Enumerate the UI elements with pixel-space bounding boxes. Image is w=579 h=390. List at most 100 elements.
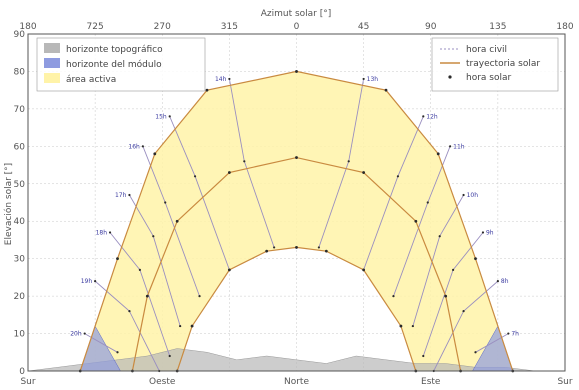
solar-path-point: [227, 171, 231, 174]
solar-path-point: [227, 268, 231, 272]
legend-label-active-area: área activa: [66, 75, 116, 85]
solar-path-point: [362, 171, 366, 174]
legend-label-topographic: horizonte topográfico: [66, 45, 163, 55]
hour-point: [128, 193, 131, 197]
legend-label-module: horizonte del módulo: [66, 59, 162, 70]
solar-path-point: [153, 152, 157, 156]
solar-path-point: [362, 268, 366, 272]
hour-point: [193, 175, 197, 178]
top-tick-label: 180: [19, 22, 36, 32]
solar-path-point: [444, 294, 448, 298]
legend-swatch-active-area: [44, 73, 60, 83]
hour-point: [138, 268, 141, 271]
hour-point: [496, 280, 499, 283]
hour-point: [392, 295, 395, 298]
hour-point: [396, 175, 400, 178]
hour-point: [507, 332, 510, 335]
top-tick-label: 0: [294, 22, 300, 32]
y-tick-label: 30: [14, 255, 26, 265]
hour-label: 10h: [467, 192, 479, 199]
hour-point: [94, 280, 97, 283]
hour-point: [243, 160, 246, 163]
hour-point: [152, 235, 155, 238]
hour-label: 19h: [81, 278, 93, 285]
y-tick-label: 40: [14, 217, 26, 227]
bottom-tick-label: Sur: [20, 377, 35, 387]
hour-point: [462, 309, 465, 313]
solar-paths: [78, 70, 515, 373]
solar-path-point: [414, 219, 418, 223]
hour-label: 12h: [426, 113, 438, 120]
hour-point: [362, 77, 365, 81]
hour-point: [141, 145, 144, 148]
hour-point: [128, 309, 131, 313]
hour-lines: 14h 15h 16h 17h 18h 19h 20h 13h 12h 11h 10h 9h 8h 7h: [70, 76, 519, 373]
solar-path-point: [205, 88, 209, 92]
hour-point: [426, 201, 429, 204]
hour-point: [83, 332, 86, 335]
top-tick-label: 90: [425, 22, 437, 32]
hour-line: [84, 333, 118, 353]
hour-point: [116, 351, 119, 354]
legend-swatch-module: [44, 58, 60, 68]
solar-path-point: [324, 249, 328, 253]
legend-right-frame: [431, 37, 559, 92]
y-axis-title: Elevación solar [°]: [3, 163, 14, 245]
legend-swatch-solar-time: [448, 75, 452, 79]
top-tick-label: 315: [221, 22, 238, 32]
hour-label: 14h: [215, 76, 227, 83]
hour-point: [438, 235, 441, 238]
bottom-tick-label: Este: [421, 377, 441, 387]
legend-label-solar-time: hora solar: [466, 73, 511, 83]
solar-path-point: [474, 257, 477, 261]
active-area: [80, 71, 513, 372]
legend-swatch-topographic: [44, 43, 60, 53]
hour-point: [422, 354, 425, 358]
top-axis-title: Azimut solar [°]: [261, 9, 332, 19]
legend-left: horizonte topográfico horizonte del módu…: [36, 37, 206, 92]
hour-point: [347, 160, 350, 163]
y-tick-label: 10: [14, 330, 26, 340]
bottom-tick-label: Norte: [284, 377, 309, 387]
hour-point: [422, 115, 425, 118]
hour-point: [164, 201, 167, 204]
y-tick-label: 80: [14, 67, 26, 77]
hour-point: [228, 77, 231, 81]
hour-label: 9h: [486, 229, 494, 236]
hour-point: [474, 351, 477, 354]
solar-path-point: [116, 257, 119, 261]
hour-label: 8h: [501, 278, 509, 285]
top-tick-label: 45: [358, 22, 369, 32]
solar-path-point: [175, 219, 179, 223]
bottom-tick-label: Oeste: [149, 377, 176, 387]
top-tick-label: 135: [489, 22, 506, 32]
hour-point: [317, 246, 320, 249]
hour-line: [475, 333, 509, 353]
hour-label: 17h: [115, 192, 127, 199]
hour-point: [168, 354, 171, 358]
solar-path-point: [295, 246, 298, 249]
hour-label: 13h: [367, 76, 379, 83]
solar-path-point: [384, 88, 388, 92]
top-tick-label: 725: [87, 22, 104, 32]
top-tick-label: 180: [556, 22, 573, 32]
solar-path-point: [190, 324, 194, 328]
solar-path-point: [436, 152, 440, 156]
hour-point: [273, 246, 276, 249]
legend-label-solar-path: trayectoria solar: [466, 59, 540, 69]
tick-labels: 180 725 270 315 0 45 90 135 180 Sur Oeste Norte Este…: [14, 22, 574, 387]
hour-label: 20h: [70, 331, 82, 338]
y-tick-label: 20: [14, 292, 26, 302]
solar-path-point: [295, 156, 298, 159]
hour-label: 16h: [128, 143, 140, 150]
hour-point: [168, 115, 171, 118]
y-tick-label: 70: [14, 105, 26, 115]
solar-path-point: [145, 294, 149, 298]
hour-point: [449, 145, 452, 148]
hour-label: 18h: [96, 229, 108, 236]
bottom-tick-label: Sur: [557, 377, 572, 387]
solar-path-point: [399, 324, 403, 328]
hour-label: 7h: [511, 331, 519, 338]
hour-point: [108, 231, 112, 234]
solar-path-point: [265, 249, 269, 253]
